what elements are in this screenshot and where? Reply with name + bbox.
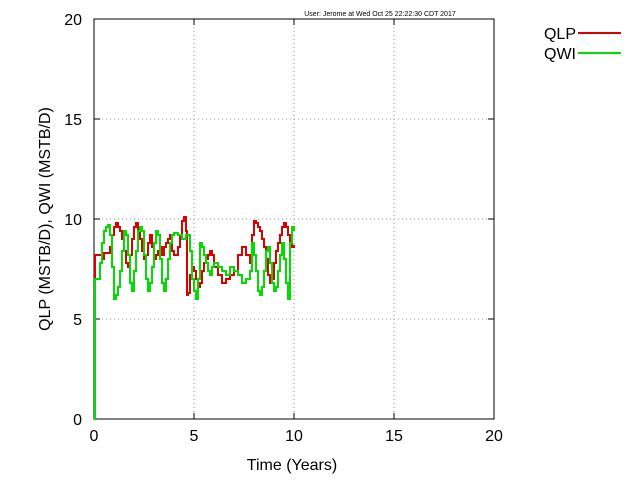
x-tick-label-2: 10: [285, 428, 303, 445]
y-tick-label-2: 10: [64, 212, 82, 229]
y-tick-label-3: 15: [64, 112, 82, 129]
series-group: [94, 216, 295, 420]
x-tick-label-4: 20: [485, 428, 503, 445]
y-tick-label-4: 20: [64, 12, 82, 29]
legend-label-qwi: QWI: [544, 46, 576, 63]
x-axis-label: Time (Years): [247, 457, 337, 474]
y-axis-label: QLP (MSTB/D), QWI (MSTB/D): [37, 107, 54, 331]
grid: [94, 19, 494, 419]
series-line-qwi: [94, 224, 295, 420]
x-tick-label-3: 15: [385, 428, 403, 445]
x-tick-label-0: 0: [90, 428, 99, 445]
y-tick-label-0: 0: [73, 412, 82, 429]
legend-label-qlp: QLP: [544, 26, 576, 43]
x-tick-label-1: 5: [190, 428, 199, 445]
legend: QLP QWI: [544, 26, 621, 63]
axis-ticks: 0 5 10 15 20 0 5 10 15 20: [64, 12, 503, 445]
y-tick-label-1: 5: [73, 312, 82, 329]
user-stamp: User: Jerome at Wed Oct 25 22:22:30 CDT …: [304, 11, 456, 18]
